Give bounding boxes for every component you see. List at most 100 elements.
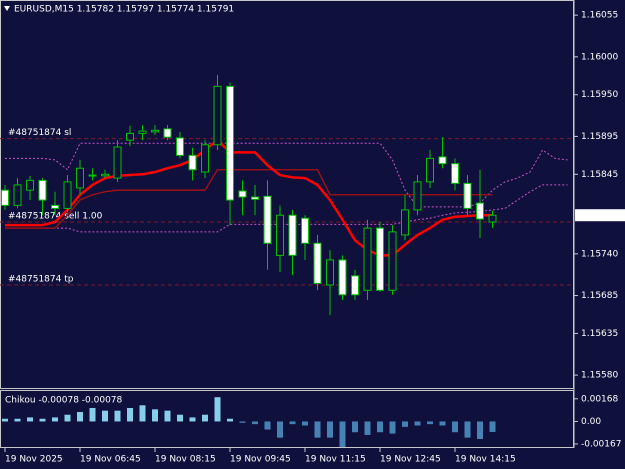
candle-body <box>276 214 284 256</box>
bar <box>64 414 71 422</box>
bar <box>464 421 471 438</box>
bar <box>477 421 483 439</box>
candle-body <box>301 217 309 244</box>
candle-body <box>213 85 222 146</box>
bar <box>339 421 346 448</box>
candle-body <box>438 156 447 165</box>
bar <box>152 409 158 422</box>
order-label: #48751874 sell 1.00 <box>8 212 103 222</box>
bar <box>327 421 333 438</box>
bar <box>302 421 308 426</box>
y-tick-label: 1.16000 <box>581 52 618 62</box>
bar <box>489 421 496 432</box>
bar <box>127 407 133 422</box>
x-tick-label: 19 Nov 09:45 <box>230 455 291 465</box>
candle-body <box>488 214 497 223</box>
order-label: #48751874 tp <box>8 274 74 284</box>
y-tick-label: 1.15895 <box>581 132 618 142</box>
candle-body <box>51 204 59 209</box>
current-price-label: 1.15791 <box>581 211 618 221</box>
candle-body <box>326 259 334 286</box>
bar <box>2 418 8 422</box>
candle-body <box>263 195 272 244</box>
bar <box>289 421 296 425</box>
bar <box>89 407 96 422</box>
candle-body <box>63 181 72 209</box>
y-tick-label: 1.15845 <box>581 170 618 180</box>
candle-body <box>363 227 372 291</box>
candle-body <box>101 173 109 177</box>
bar <box>277 421 283 438</box>
symbol-icon <box>4 6 10 11</box>
candle-body <box>38 179 47 201</box>
bar <box>227 418 233 422</box>
candle-body <box>476 202 484 220</box>
bar <box>114 410 121 422</box>
candle-body <box>113 146 122 179</box>
bar <box>252 421 258 425</box>
order-label: #48751874 sl <box>8 128 71 138</box>
bar <box>214 397 221 422</box>
bar <box>314 421 321 438</box>
indicator-line <box>5 142 568 208</box>
bar <box>239 421 246 423</box>
candle-body <box>76 167 84 189</box>
bar <box>389 421 396 434</box>
indicator-line <box>5 169 493 229</box>
bar <box>264 421 271 430</box>
sub-title: Chikou -0.00078 -0.00078 <box>5 396 123 406</box>
bar <box>189 417 196 422</box>
candle-body <box>463 182 472 209</box>
x-tick-label: 19 Nov 08:15 <box>155 455 216 465</box>
y-tick-label: 0.00 <box>581 417 601 427</box>
bar <box>452 421 458 433</box>
y-tick-label: 1.16055 <box>581 11 618 21</box>
candle-body <box>413 181 422 211</box>
candle-body <box>426 157 434 183</box>
x-tick-label: 19 Nov 11:15 <box>305 455 366 465</box>
candle-body <box>401 209 409 236</box>
bar <box>364 421 371 435</box>
y-tick-label: 1.15635 <box>581 329 618 339</box>
candle-body <box>1 189 9 206</box>
candle-body <box>451 163 459 184</box>
bar <box>177 414 183 422</box>
bar <box>52 417 58 422</box>
candle-body <box>188 154 197 171</box>
y-tick-label: -0.00167 <box>581 439 621 449</box>
candle-body <box>226 85 234 201</box>
current-price-box <box>575 209 625 222</box>
candle-body <box>163 128 172 138</box>
candle-body <box>238 190 247 198</box>
chart-title: EURUSD,M15 1.15782 1.15797 1.15774 1.157… <box>14 5 234 15</box>
bar <box>77 412 83 422</box>
bar <box>164 410 171 422</box>
candle-body <box>151 129 159 133</box>
candle-body <box>388 231 397 291</box>
bar <box>27 417 33 422</box>
bar <box>39 418 46 422</box>
candle-body <box>288 214 297 256</box>
candle-body <box>126 132 134 141</box>
candle-body <box>251 196 259 200</box>
candle-body <box>376 227 384 291</box>
candle-body <box>201 144 209 173</box>
x-tick-label: 19 Nov 14:15 <box>455 455 516 465</box>
bar <box>352 421 358 433</box>
candle-body <box>88 174 97 177</box>
x-tick-label: 19 Nov 12:45 <box>380 455 441 465</box>
candle-body <box>176 137 184 156</box>
bar <box>427 421 433 425</box>
bar <box>402 421 408 427</box>
bar <box>14 418 21 422</box>
x-tick-label: 19 Nov 06:45 <box>80 455 141 465</box>
y-tick-label: 1.15580 <box>581 371 618 381</box>
candle-body <box>13 184 22 206</box>
y-tick-label: 0.00168 <box>581 394 618 404</box>
y-tick-label: 1.15740 <box>581 249 618 259</box>
indicator-line <box>5 138 493 257</box>
candle-body <box>26 179 34 191</box>
bar <box>139 405 146 422</box>
